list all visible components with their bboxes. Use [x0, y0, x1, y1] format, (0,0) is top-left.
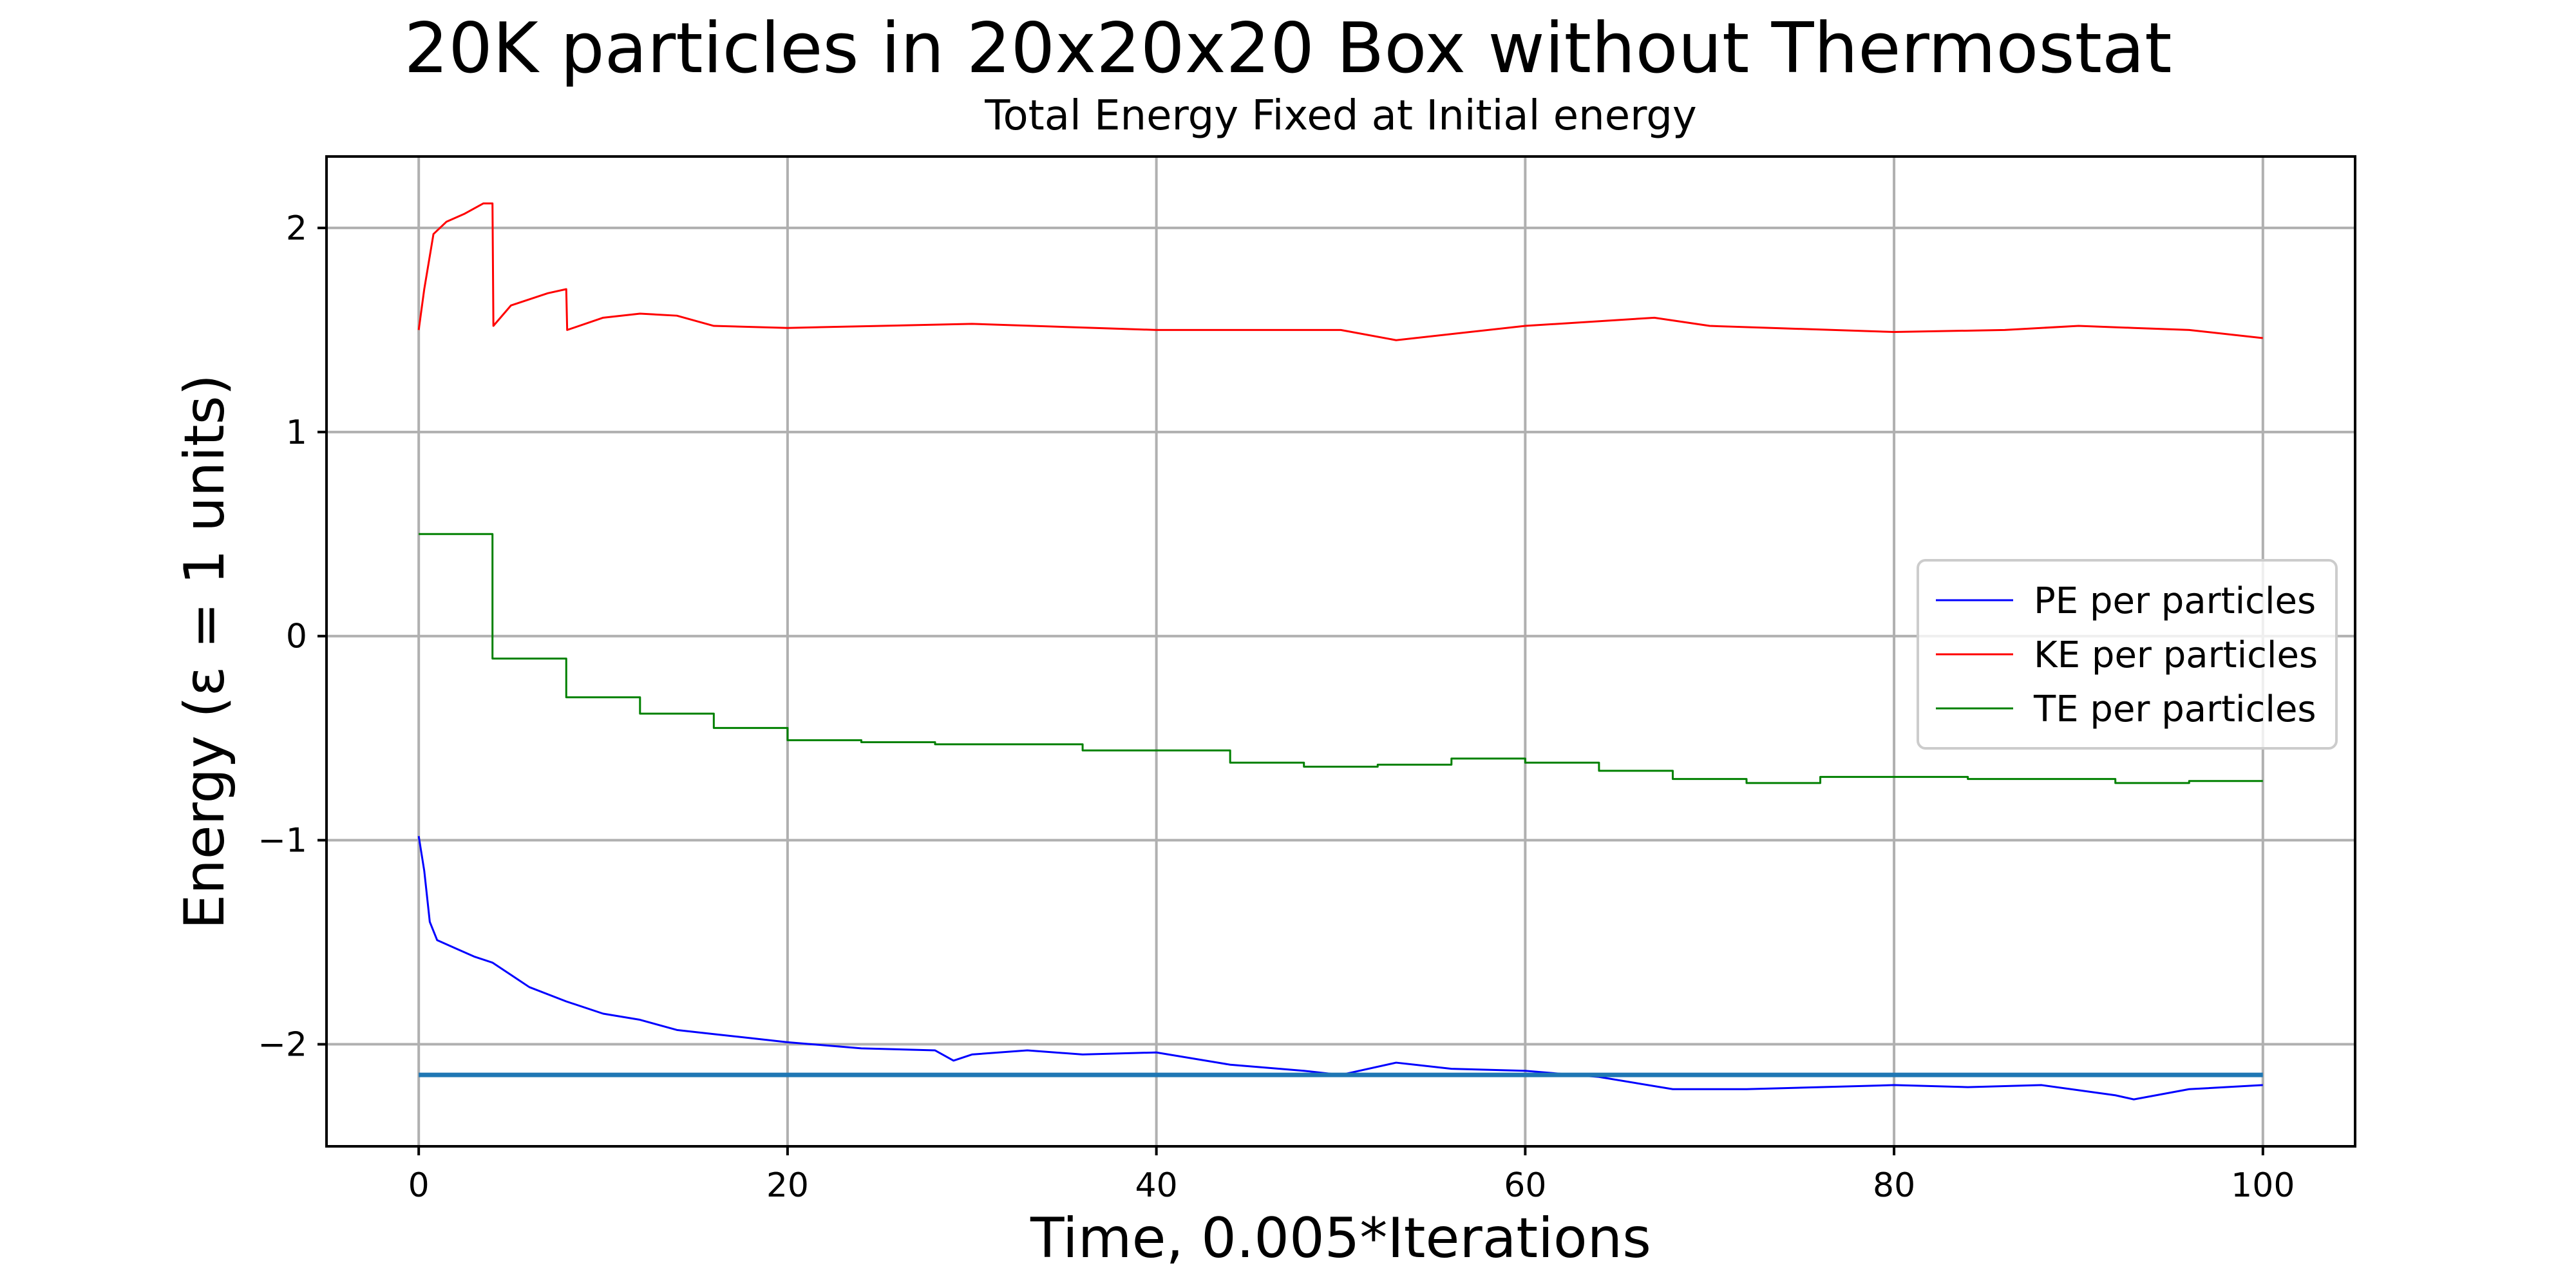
- legend-label: PE per particles: [2034, 580, 2316, 622]
- x-tick-label: 0: [408, 1166, 430, 1205]
- x-tick-label: 80: [1873, 1166, 1915, 1205]
- y-tick-label: 1: [286, 413, 307, 452]
- chart-title: 20K particles in 20x20x20 Box without Th…: [404, 8, 2172, 89]
- series-line-te: [419, 533, 2263, 784]
- chart-subtitle: Total Energy Fixed at Initial energy: [985, 92, 1697, 140]
- x-tick-label: 20: [766, 1166, 809, 1205]
- legend-box: [1917, 559, 2338, 750]
- series-line-pe: [417, 836, 2263, 1101]
- axes-frame: [325, 155, 2356, 1148]
- y-tick-label: −1: [258, 822, 307, 860]
- x-axis-label: Time, 0.005*Iterations: [1030, 1206, 1651, 1271]
- legend-label: KE per particles: [2034, 634, 2318, 676]
- x-tick-label: 60: [1504, 1166, 1546, 1205]
- y-tick-label: −2: [258, 1026, 307, 1065]
- x-tick-label: 100: [2231, 1166, 2295, 1205]
- y-tick-label: 0: [286, 618, 307, 656]
- legend-label: TE per particles: [2033, 688, 2316, 730]
- series-line-ke: [417, 202, 2263, 341]
- x-tick-label: 40: [1135, 1166, 1178, 1205]
- y-tick-label: 2: [286, 209, 307, 248]
